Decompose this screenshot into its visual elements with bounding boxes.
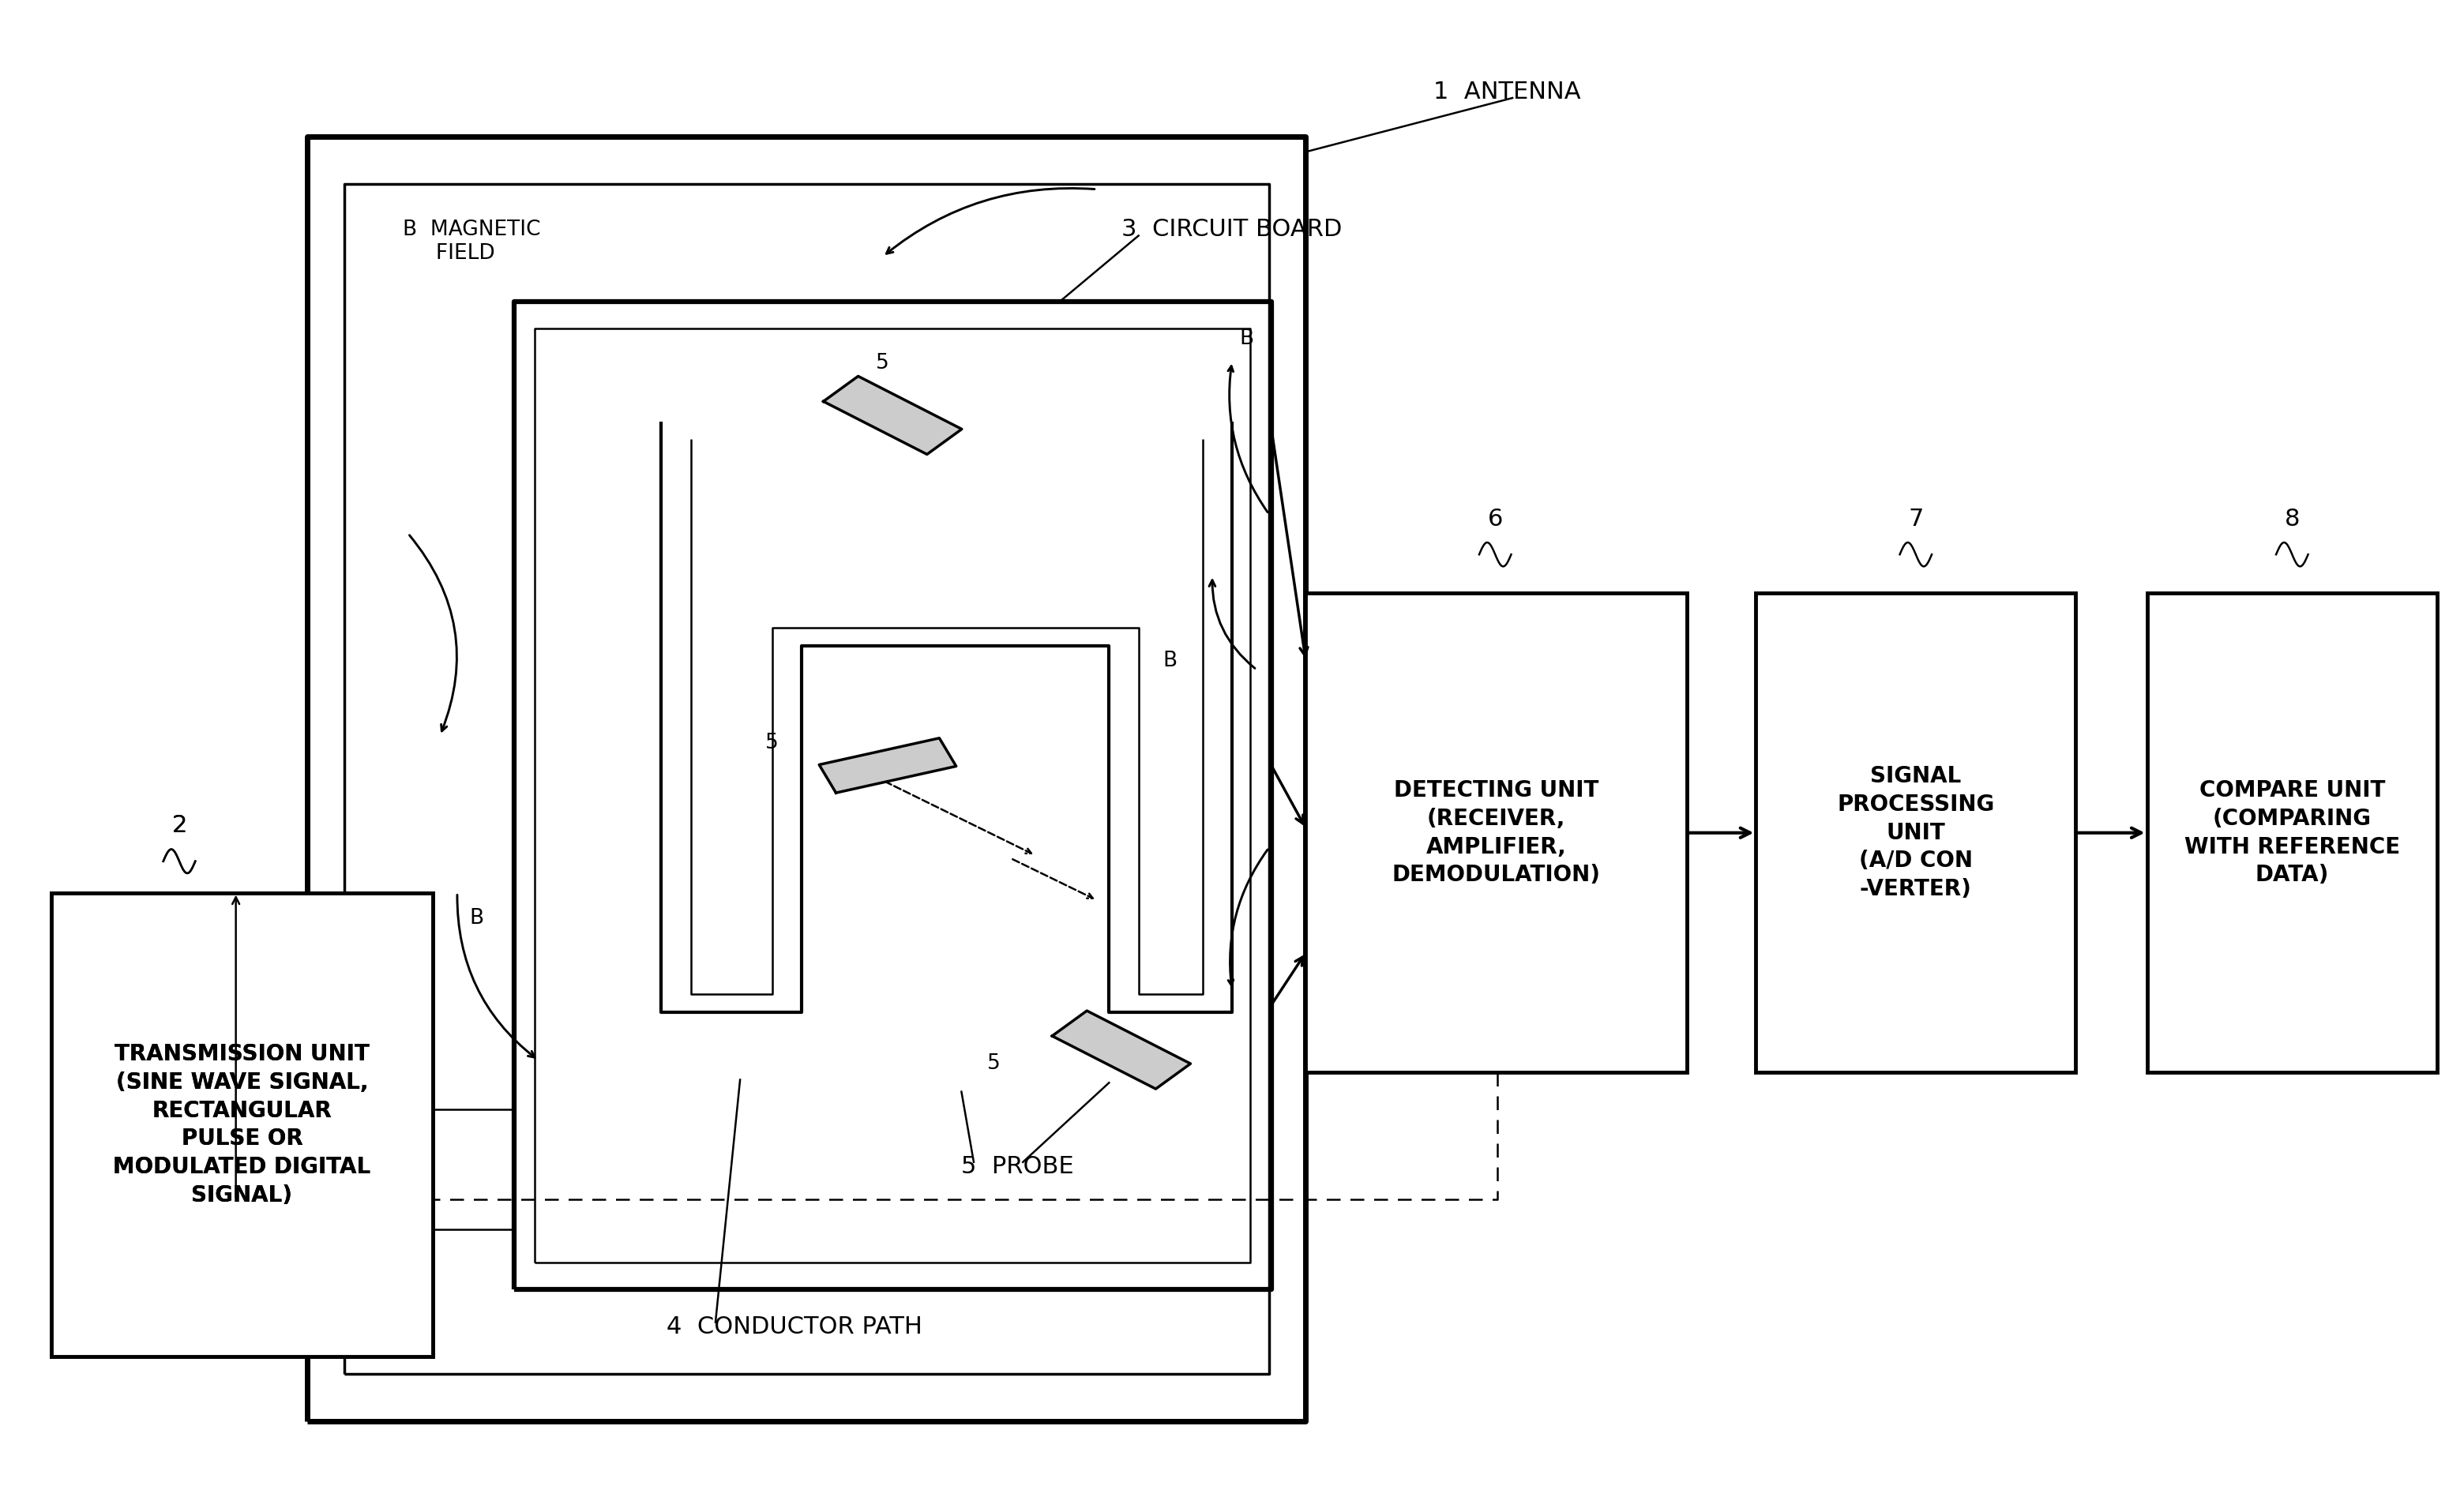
Text: B: B	[1163, 650, 1178, 671]
Text: DETECTING UNIT
(RECEIVER,
AMPLIFIER,
DEMODULATION): DETECTING UNIT (RECEIVER, AMPLIFIER, DEM…	[1392, 779, 1602, 886]
Text: SIGNAL
PROCESSING
UNIT
(A/D CON
-VERTER): SIGNAL PROCESSING UNIT (A/D CON -VERTER)	[1838, 766, 1993, 901]
Text: TRANSMISSION UNIT
(SINE WAVE SIGNAL,
RECTANGULAR
PULSE OR
MODULATED DIGITAL
SIGN: TRANSMISSION UNIT (SINE WAVE SIGNAL, REC…	[113, 1043, 370, 1207]
Text: 5: 5	[877, 353, 890, 374]
Polygon shape	[1052, 1010, 1190, 1088]
Bar	[52, 893, 434, 1357]
Bar	[2146, 593, 2437, 1072]
Text: 6: 6	[1488, 507, 1503, 530]
Text: 4  CONDUCTOR PATH: 4 CONDUCTOR PATH	[665, 1315, 922, 1339]
Text: 3  CIRCUIT BOARD: 3 CIRCUIT BOARD	[1121, 218, 1343, 242]
Text: 7: 7	[1907, 507, 1924, 530]
Bar	[52, 893, 434, 1357]
Bar	[1306, 593, 1688, 1072]
Text: 2: 2	[172, 815, 187, 838]
Text: B: B	[471, 908, 483, 929]
Text: 2: 2	[172, 815, 187, 838]
Text: 1  ANTENNA: 1 ANTENNA	[1434, 81, 1582, 104]
Polygon shape	[823, 377, 961, 455]
Text: 5: 5	[766, 732, 779, 754]
Text: B: B	[1239, 329, 1254, 350]
Text: 5: 5	[986, 1054, 1000, 1073]
Polygon shape	[818, 738, 956, 793]
Text: COMPARE UNIT
(COMPARING
WITH REFERENCE
DATA): COMPARE UNIT (COMPARING WITH REFERENCE D…	[2183, 779, 2400, 886]
Bar	[1757, 593, 2075, 1072]
Text: 5  PROBE: 5 PROBE	[961, 1156, 1074, 1178]
Text: 8: 8	[2284, 507, 2299, 530]
Text: TRANSMISSION UNIT
(SINE WAVE SIGNAL,
RECTANGULAR
PULSE OR
MODULATED DIGITAL
SIGN: TRANSMISSION UNIT (SINE WAVE SIGNAL, REC…	[113, 1043, 370, 1207]
Text: B  MAGNETIC
     FIELD: B MAGNETIC FIELD	[404, 219, 542, 264]
